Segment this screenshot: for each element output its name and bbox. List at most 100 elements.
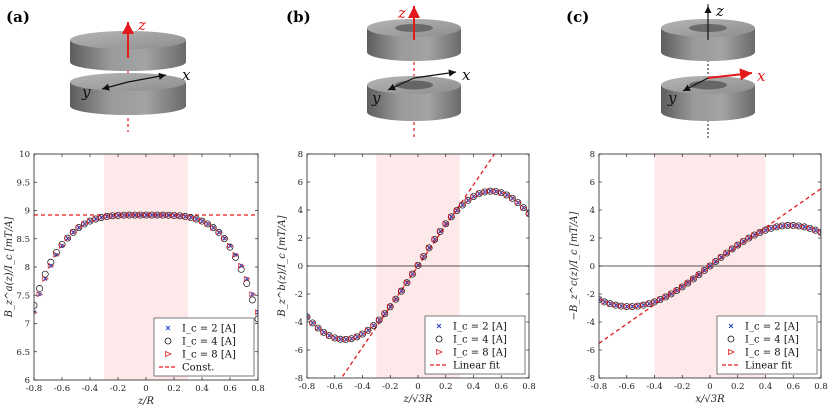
chart-a: -0.8 -0.6 -0.4 -0.2 0 0.2 0.4 0.6 0.8 6 6.5 7 7.5 8 8.… [4,150,265,407]
marker-cross [244,276,249,281]
marker-triangle [751,232,759,238]
marker-cross [371,323,376,328]
marker-circle [34,301,38,309]
marker-triangle [762,227,770,234]
marker-cross [149,212,154,218]
marker-cross [763,228,768,233]
marker-cross [499,190,504,195]
marker-cross [227,243,233,248]
legend-marker-cross [436,323,442,329]
legend-entry-label: I_c = 4 [A] [453,335,507,346]
y-tick-label: 7.5 [16,291,30,301]
marker-triangle [679,283,686,290]
marker-triangle [784,222,792,229]
marker-cross [388,304,393,309]
marker-cross [630,304,635,309]
marker-circle [52,248,60,256]
legend-entry-label: I_c = 8 [A] [182,350,236,361]
marker-triangle [238,262,245,269]
marker-triangle [712,258,720,265]
y-tick-label: 9.5 [16,178,30,188]
marker-cross [504,192,509,198]
legend-box [424,315,526,375]
marker-triangle [426,244,433,251]
marker-cross [250,292,255,297]
marker-cross [735,242,740,248]
marker-cross [110,213,115,218]
y-tick-label: -2 [587,290,595,300]
marker-cross [443,221,448,226]
marker-cross [818,230,821,235]
marker-circle [525,210,529,218]
x-tick-label: 0.8 [251,384,265,394]
marker-triangle [171,212,178,219]
marker-cross [646,301,652,306]
marker-triangle [520,204,528,211]
marker-triangle [204,220,212,227]
marker-cross [233,252,238,257]
y-tick-label: 4 [298,206,303,216]
marker-triangle [487,188,494,195]
marker-circle [58,240,66,248]
x-axis-label: x/√3R [695,394,725,405]
marker-cross [460,202,465,208]
legend-marker-triangle [728,348,735,356]
marker-cross [415,263,421,268]
marker-triangle [707,263,714,269]
marker-cross [199,219,205,224]
marker-cross [343,337,348,342]
coil-diagram-b: z x y [367,4,471,140]
marker-cross [121,213,126,218]
x-tick-label: 0 [143,384,148,394]
y-tick-label: 8 [25,263,30,273]
marker-triangle [365,327,372,334]
marker-cross [310,320,315,326]
marker-cross [183,214,188,219]
marker-triangle [232,251,240,258]
legend-entry-label: I_c = 4 [A] [182,337,236,348]
marker-cross [82,221,87,226]
marker-cross [54,252,59,257]
marker-triangle [109,212,117,219]
marker-triangle [148,212,156,218]
marker-cross [307,314,310,320]
marker-cross [34,310,37,315]
marker-triangle [53,251,61,258]
marker-cross [619,303,624,309]
marker-triangle [415,262,422,269]
y-tick-label: 7 [25,320,30,330]
marker-cross [608,301,613,306]
legend-box [153,317,255,377]
marker-cross [624,304,629,309]
marker-cross [613,303,618,308]
x-tick-label: -0.6 [619,382,635,392]
legend-entry-label: Linear fit [745,361,792,372]
x-tick-label: -0.2 [110,384,126,394]
x-tick-label: 0.6 [223,384,237,394]
x-tick-label: 0.4 [759,382,773,392]
marker-cross [321,330,326,335]
marker-circle [248,296,256,304]
marker-triangle [503,192,511,198]
marker-triangle [131,212,139,218]
marker-triangle [210,224,217,231]
marker-triangle [221,235,229,242]
marker-cross [404,280,409,285]
marker-triangle [806,225,814,232]
x-tick-label: -0.8 [26,384,42,394]
marker-triangle [120,212,128,219]
marker-triangle [42,275,49,282]
marker-triangle [623,303,631,310]
axis-label-x-b: x [462,66,471,84]
marker-triangle [348,335,356,342]
marker-cross [752,232,757,238]
marker-triangle [640,302,648,309]
marker-triangle [740,238,747,245]
marker-triangle [227,242,234,249]
marker-triangle [36,291,44,298]
y-tick-label: 6 [25,376,30,386]
marker-cross [521,205,526,210]
marker-cross [316,325,321,331]
marker-triangle [437,228,444,235]
legend-marker-circle [164,337,172,345]
